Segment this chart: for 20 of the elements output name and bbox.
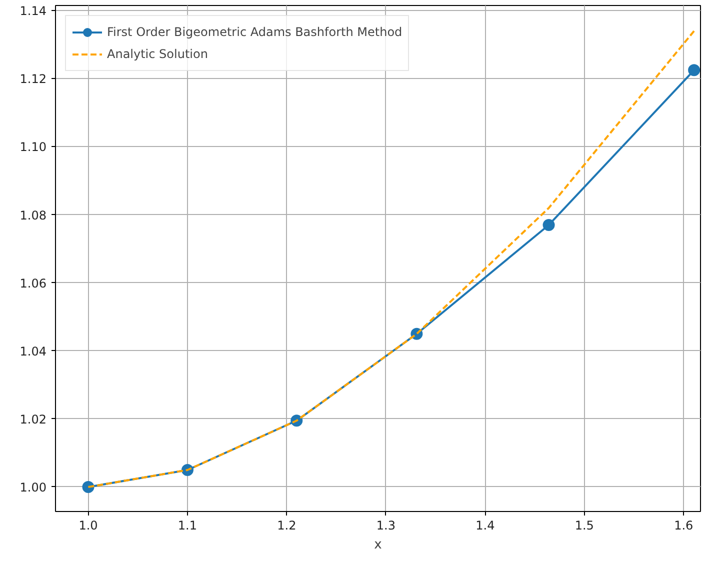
x-tick-label: 1.6 <box>674 518 694 532</box>
y-tick-label: 1.00 <box>20 480 46 494</box>
y-tick-label: 1.08 <box>20 208 46 222</box>
x-tick-label: 1.1 <box>178 518 198 532</box>
legend-label: Analytic Solution <box>107 47 208 61</box>
y-tick-label: 1.02 <box>20 412 46 426</box>
x-tick-label: 1.3 <box>376 518 396 532</box>
x-tick-label: 1.4 <box>476 518 495 532</box>
x-axis-title: x <box>374 538 382 552</box>
y-tick-label: 1.14 <box>20 4 46 18</box>
point <box>688 64 700 76</box>
y-tick-label: 1.06 <box>20 276 46 290</box>
x-tick-label: 1.0 <box>78 518 98 532</box>
legend-label: First Order Bigeometric Adams Bashforth Method <box>107 25 402 39</box>
x-tick-label: 1.2 <box>277 518 296 532</box>
y-tick-label: 1.10 <box>20 140 46 154</box>
y-tick-label: 1.04 <box>20 344 46 358</box>
y-tick-label: 1.12 <box>20 72 46 86</box>
x-tick-label: 1.5 <box>574 518 594 532</box>
point <box>542 218 555 231</box>
